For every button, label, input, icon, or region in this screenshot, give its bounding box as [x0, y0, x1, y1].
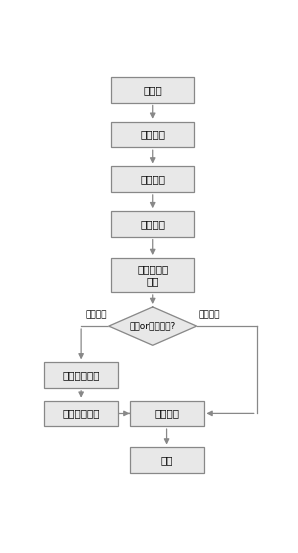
Text: 标准换档点
计算: 标准换档点 计算 [137, 264, 168, 286]
FancyBboxPatch shape [130, 447, 204, 473]
FancyBboxPatch shape [111, 258, 194, 292]
Text: 工况识别: 工况识别 [140, 219, 165, 229]
Text: 初始化: 初始化 [143, 85, 162, 95]
FancyBboxPatch shape [44, 362, 118, 388]
Text: 信号采集: 信号采集 [140, 129, 165, 139]
Text: 结束: 结束 [160, 455, 173, 465]
FancyBboxPatch shape [111, 122, 194, 147]
FancyBboxPatch shape [44, 400, 118, 426]
FancyBboxPatch shape [111, 166, 194, 192]
FancyBboxPatch shape [130, 400, 204, 426]
Text: 铲装工况: 铲装工况 [85, 311, 107, 320]
Text: 换档执行: 换档执行 [154, 409, 179, 419]
Text: 换档前馈控制: 换档前馈控制 [62, 370, 100, 380]
Text: 信息提取: 信息提取 [140, 174, 165, 184]
Text: 铲装or运输工况?: 铲装or运输工况? [130, 322, 176, 331]
Text: 行驶工况: 行驶工况 [199, 311, 221, 320]
FancyBboxPatch shape [111, 77, 194, 102]
Polygon shape [109, 307, 197, 345]
FancyBboxPatch shape [111, 211, 194, 237]
Text: 换档反馈控制: 换档反馈控制 [62, 409, 100, 419]
